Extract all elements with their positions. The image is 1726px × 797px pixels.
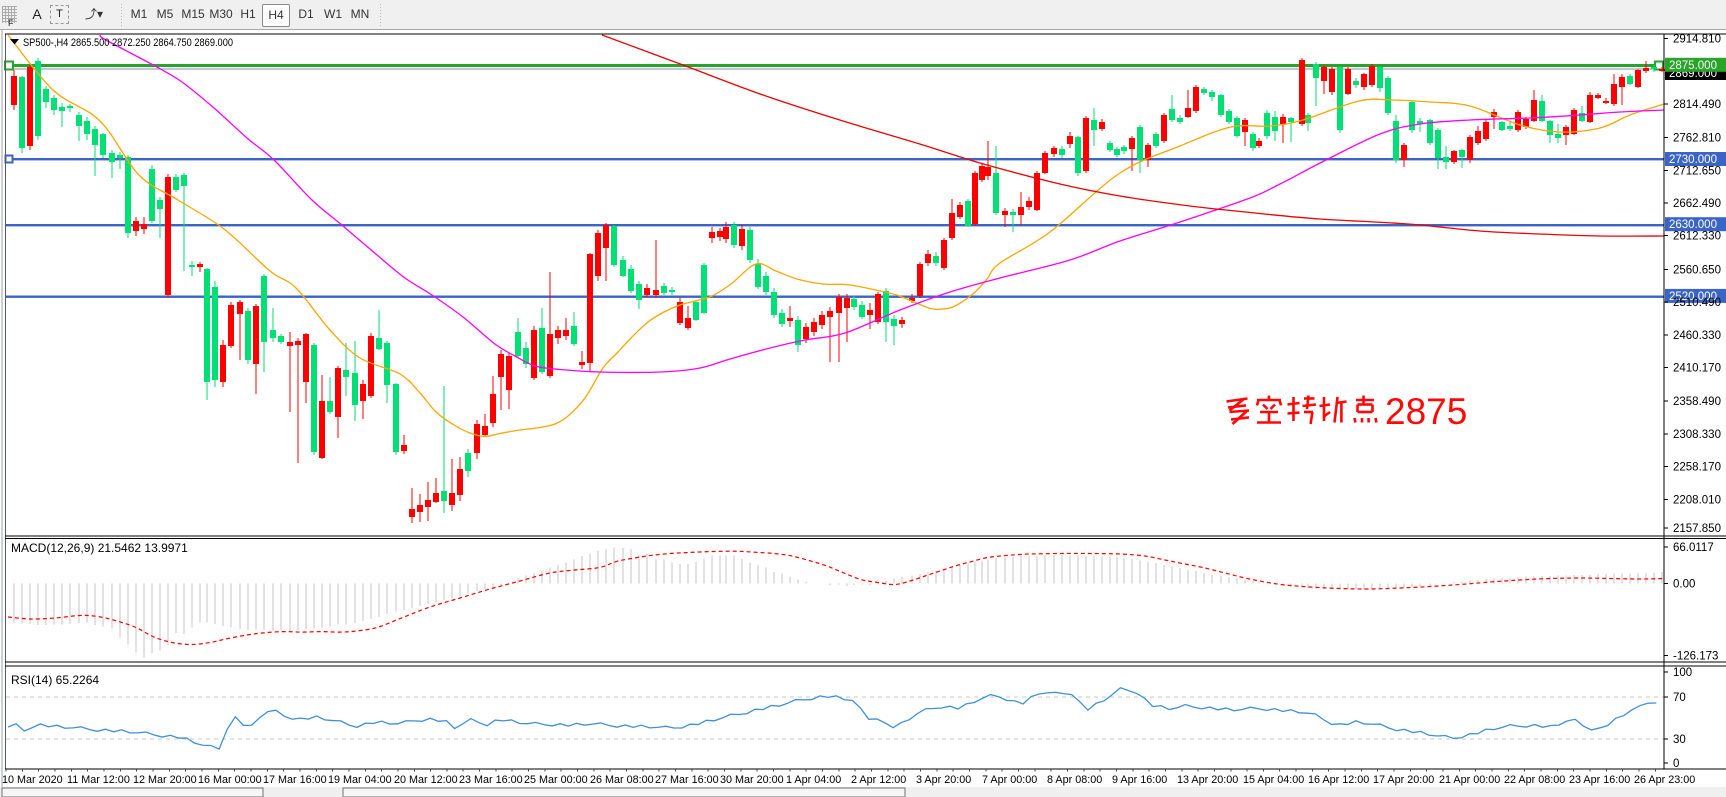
- svg-text:100: 100: [1673, 667, 1692, 679]
- svg-text:2630.000: 2630.000: [1669, 219, 1717, 231]
- svg-text:30: 30: [1673, 734, 1686, 746]
- svg-text:13 Apr 20:00: 13 Apr 20:00: [1177, 774, 1238, 786]
- svg-text:22 Apr 08:00: 22 Apr 08:00: [1504, 774, 1565, 786]
- svg-text:20 Mar 12:00: 20 Mar 12:00: [394, 774, 458, 786]
- svg-text:19 Mar 04:00: 19 Mar 04:00: [328, 774, 392, 786]
- svg-text:27 Mar 16:00: 27 Mar 16:00: [655, 774, 719, 786]
- svg-text:0.00: 0.00: [1673, 578, 1695, 590]
- svg-text:2814.490: 2814.490: [1673, 99, 1721, 111]
- svg-text:26 Apr 23:00: 26 Apr 23:00: [1634, 774, 1695, 786]
- svg-text:8 Apr 08:00: 8 Apr 08:00: [1047, 774, 1102, 786]
- svg-text:2662.490: 2662.490: [1673, 198, 1721, 210]
- svg-text:3 Apr 20:00: 3 Apr 20:00: [916, 774, 971, 786]
- svg-text:2 Apr 12:00: 2 Apr 12:00: [851, 774, 906, 786]
- svg-text:2712.650: 2712.650: [1673, 165, 1721, 177]
- svg-text:RSI(14) 65.2264: RSI(14) 65.2264: [11, 673, 99, 687]
- svg-text:15 Apr 04:00: 15 Apr 04:00: [1243, 774, 1304, 786]
- svg-text:MACD(12,26,9) 21.5462 13.9971: MACD(12,26,9) 21.5462 13.9971: [11, 541, 188, 555]
- svg-text:2308.330: 2308.330: [1673, 429, 1721, 441]
- svg-text:12 Mar 20:00: 12 Mar 20:00: [133, 774, 197, 786]
- svg-text:2560.650: 2560.650: [1673, 264, 1721, 276]
- svg-text:21 Apr 00:00: 21 Apr 00:00: [1439, 774, 1500, 786]
- svg-text:16 Mar 00:00: 16 Mar 00:00: [198, 774, 262, 786]
- svg-text:2875: 2875: [1385, 391, 1467, 432]
- svg-text:30 Mar 20:00: 30 Mar 20:00: [720, 774, 784, 786]
- svg-text:2875.000: 2875.000: [1669, 60, 1717, 72]
- svg-text:25 Mar 00:00: 25 Mar 00:00: [524, 774, 588, 786]
- svg-text:2157.850: 2157.850: [1673, 523, 1721, 535]
- svg-text:26 Mar 08:00: 26 Mar 08:00: [590, 774, 654, 786]
- svg-text:9 Apr 16:00: 9 Apr 16:00: [1112, 774, 1167, 786]
- svg-text:2612.330: 2612.330: [1673, 231, 1721, 243]
- svg-text:-126.173: -126.173: [1673, 650, 1718, 662]
- svg-text:23 Mar 16:00: 23 Mar 16:00: [459, 774, 523, 786]
- svg-text:23 Apr 16:00: 23 Apr 16:00: [1569, 774, 1630, 786]
- svg-text:70: 70: [1673, 692, 1686, 704]
- svg-text:2914.810: 2914.810: [1673, 34, 1721, 46]
- svg-text:2410.170: 2410.170: [1673, 363, 1721, 375]
- svg-text:16 Apr 12:00: 16 Apr 12:00: [1308, 774, 1369, 786]
- svg-text:17 Apr 20:00: 17 Apr 20:00: [1373, 774, 1434, 786]
- svg-text:2258.170: 2258.170: [1673, 462, 1721, 474]
- svg-text:2510.490: 2510.490: [1673, 297, 1721, 309]
- svg-text:17 Mar 16:00: 17 Mar 16:00: [263, 774, 327, 786]
- svg-text:2208.010: 2208.010: [1673, 494, 1721, 506]
- svg-text:1 Apr 04:00: 1 Apr 04:00: [786, 774, 841, 786]
- svg-text:66.0117: 66.0117: [1673, 542, 1714, 554]
- svg-text:2358.490: 2358.490: [1673, 396, 1721, 408]
- svg-text:2730.000: 2730.000: [1669, 154, 1717, 166]
- svg-text:SP500-,H4 2865.500 2872.250 2: SP500-,H4 2865.500 2872.250 2864.750 286…: [23, 37, 233, 49]
- svg-text:2520.000: 2520.000: [1669, 291, 1717, 303]
- svg-text:2762.810: 2762.810: [1673, 133, 1721, 145]
- svg-text:2460.330: 2460.330: [1673, 330, 1721, 342]
- svg-text:11 Mar 12:00: 11 Mar 12:00: [67, 774, 130, 786]
- svg-text:10 Mar 2020: 10 Mar 2020: [2, 774, 63, 786]
- svg-text:7 Apr 00:00: 7 Apr 00:00: [982, 774, 1037, 786]
- svg-text:0: 0: [1673, 758, 1679, 770]
